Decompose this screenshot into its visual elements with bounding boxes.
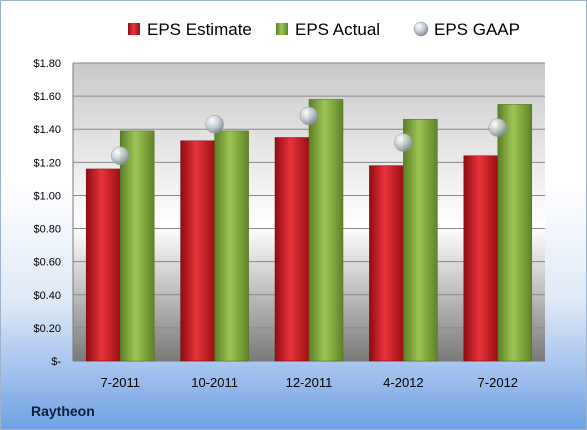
bar-eps-actual xyxy=(119,130,155,362)
x-tick-label: 4-2012 xyxy=(383,375,423,390)
bar-eps-estimate xyxy=(274,137,310,362)
bar-eps-actual xyxy=(214,130,249,362)
x-tick-label: 12-2011 xyxy=(286,375,333,390)
y-tick-label: $0.20 xyxy=(33,323,61,335)
x-axis-labels: 7-2011 10-2011 12-2011 4-2012 7-2012 xyxy=(100,375,518,390)
y-tick-label: $1.60 xyxy=(33,91,61,103)
legend-label: EPS Actual xyxy=(295,20,380,39)
bar-eps-actual xyxy=(403,119,438,362)
x-tick-label: 10-2011 xyxy=(191,375,238,390)
marker-eps-gaap xyxy=(110,146,130,165)
bar-eps-estimate xyxy=(369,165,404,362)
legend-label: EPS GAAP xyxy=(434,20,520,39)
y-tick-label: $1.80 xyxy=(33,58,61,70)
y-tick-label: $1.00 xyxy=(33,190,61,202)
legend: EPS Estimate EPS Actual EPS GAAP xyxy=(128,20,520,39)
gaap-markers xyxy=(110,106,508,165)
bar-eps-estimate xyxy=(180,140,215,362)
bar-eps-actual xyxy=(497,104,533,362)
marker-eps-gaap xyxy=(299,106,319,126)
y-tick-label: $0.40 xyxy=(33,290,61,302)
x-tick-label: 7-2012 xyxy=(478,375,518,390)
y-tick-label: $0.80 xyxy=(33,224,61,236)
marker-eps-gaap xyxy=(394,133,413,152)
legend-swatch-eps-gaap xyxy=(413,21,429,37)
y-axis-labels: $- $0.20 $0.40 $0.60 $0.80 $1.00 $1.20 $1.40 $1.… xyxy=(33,58,61,368)
x-tick-label: 7-2011 xyxy=(100,375,140,390)
marker-eps-gaap xyxy=(488,118,508,137)
y-tick-label: $- xyxy=(51,356,61,368)
legend-label: EPS Estimate xyxy=(147,20,252,39)
y-tick-label: $1.40 xyxy=(33,124,61,136)
legend-swatch-eps-estimate xyxy=(128,23,140,35)
y-tick-label: $0.60 xyxy=(33,257,61,269)
bars xyxy=(85,99,533,362)
company-name: Raytheon xyxy=(31,403,95,419)
bar-eps-estimate xyxy=(463,155,499,362)
marker-eps-gaap xyxy=(205,115,224,134)
bar-eps-estimate xyxy=(85,168,121,362)
legend-swatch-eps-actual xyxy=(276,23,288,35)
bar-eps-actual xyxy=(308,99,344,362)
y-tick-label: $1.20 xyxy=(33,157,61,169)
